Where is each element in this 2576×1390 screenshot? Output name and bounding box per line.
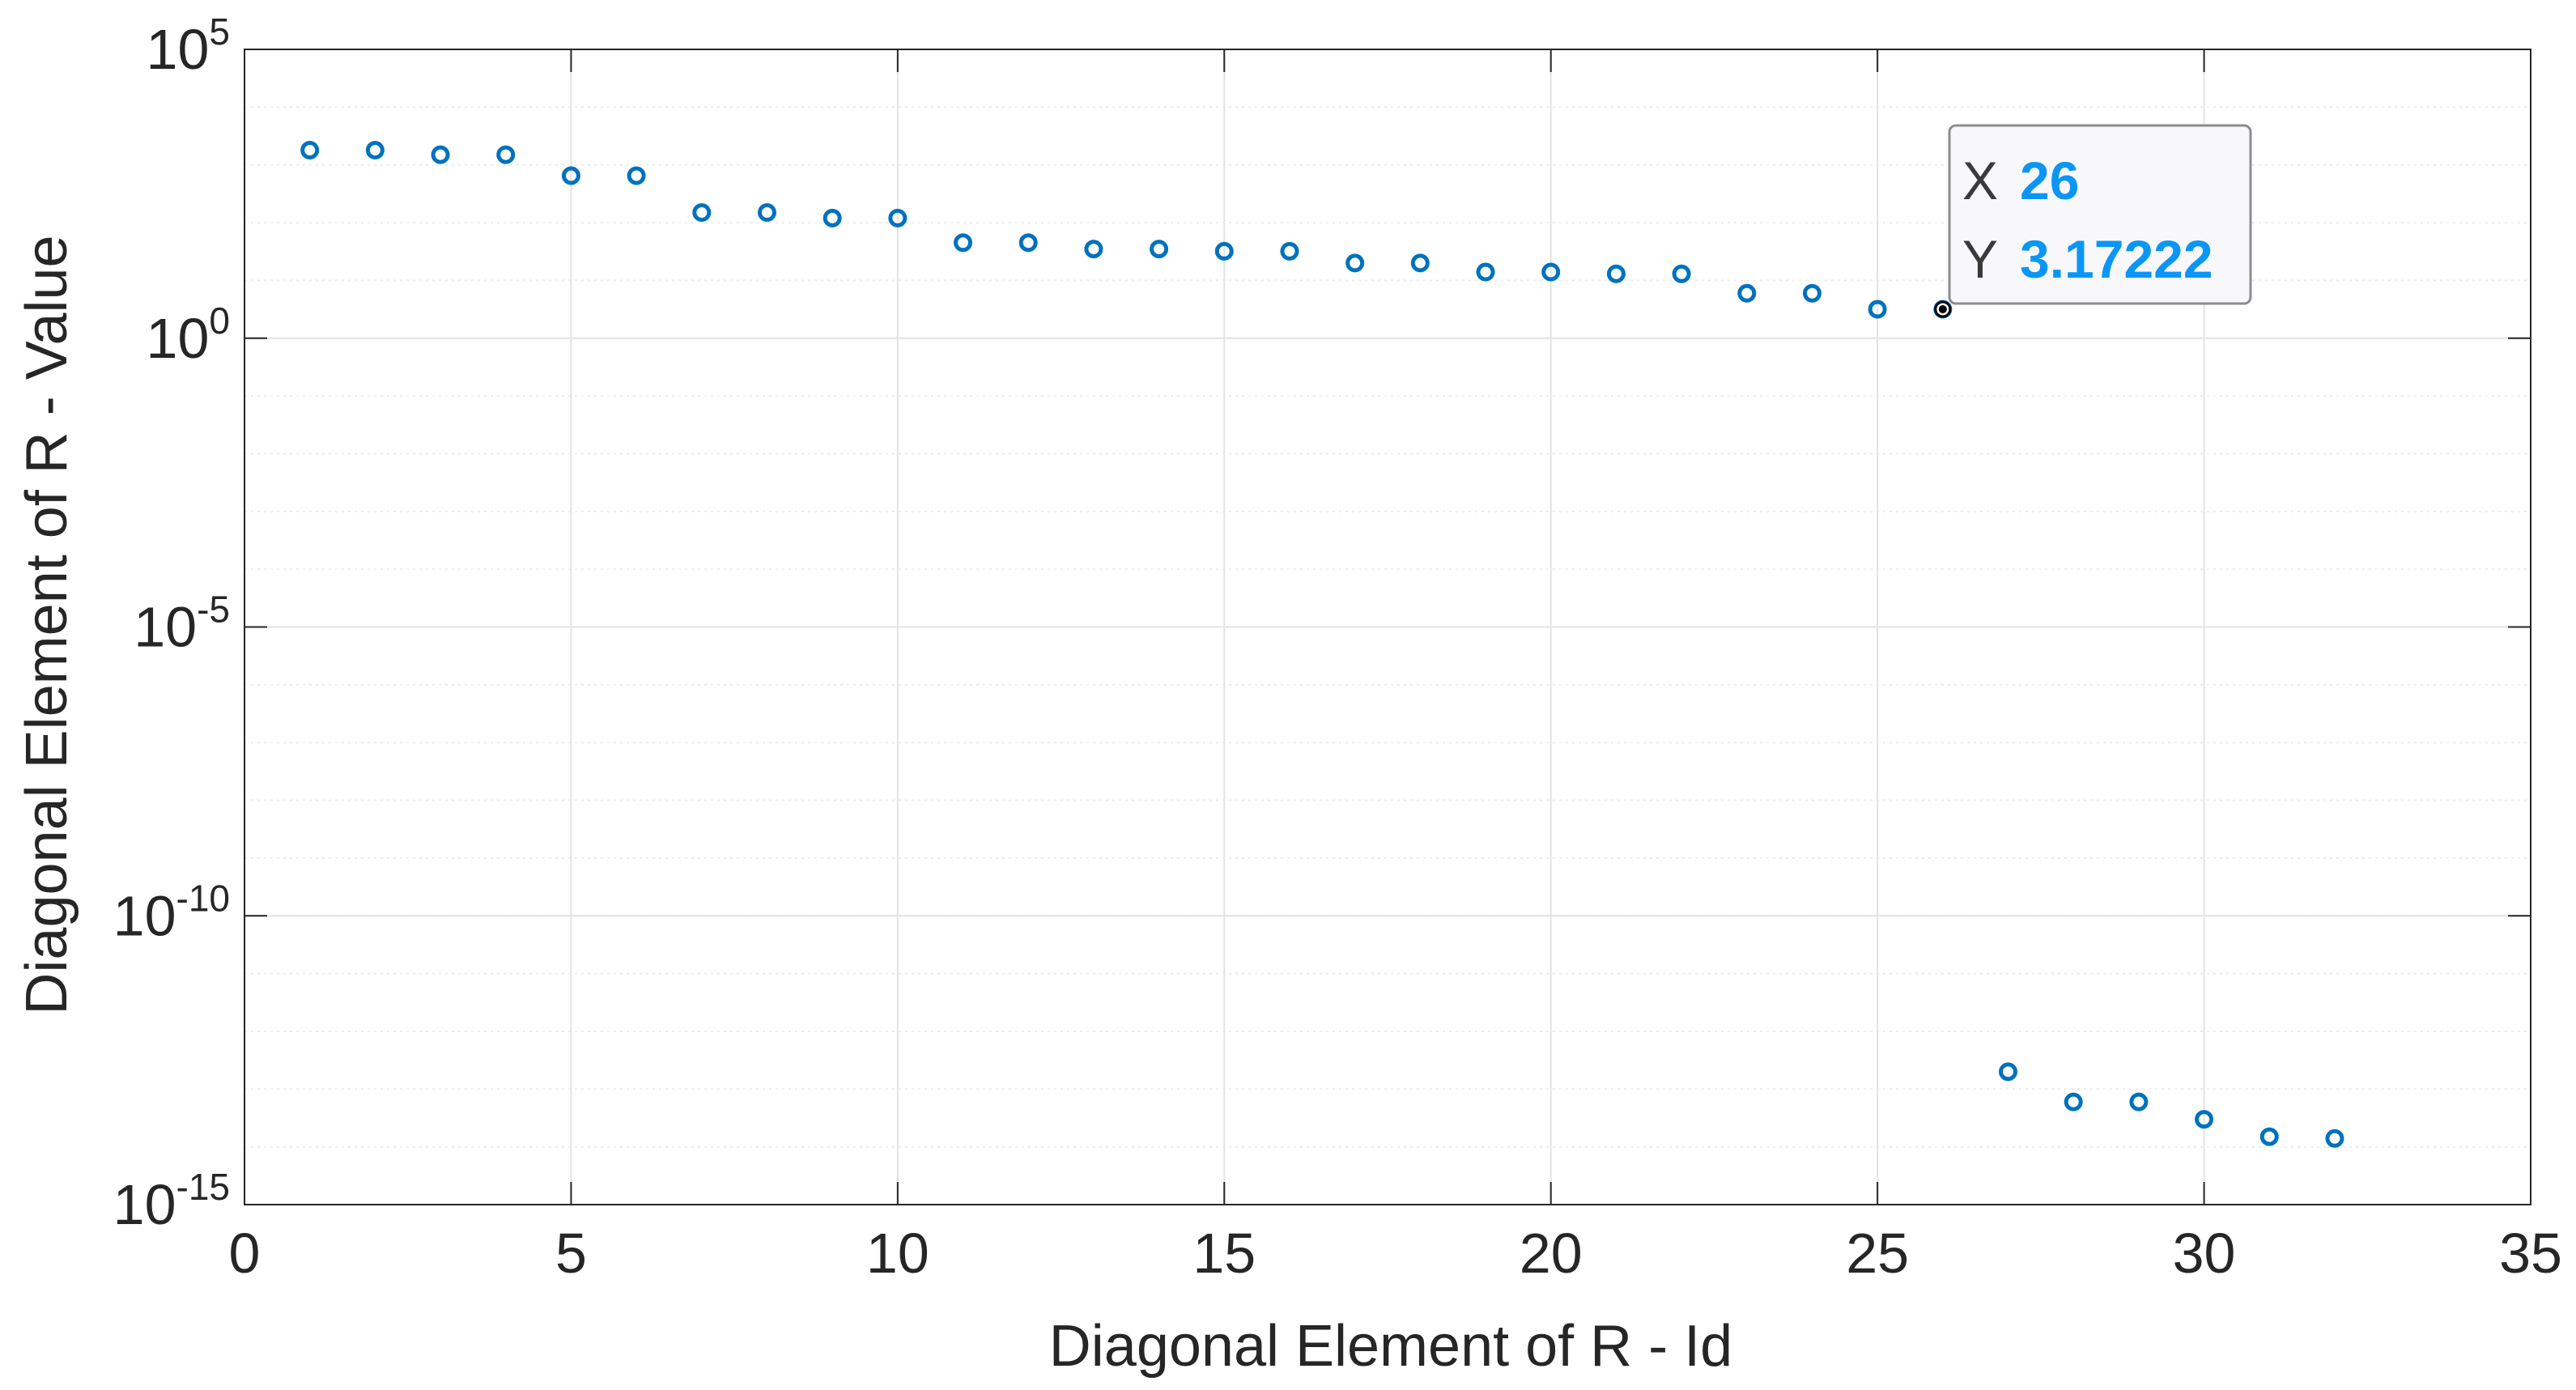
datatip-y-value: 3.17222 bbox=[2020, 229, 2213, 289]
x-tick-label: 30 bbox=[2173, 1222, 2236, 1285]
y-tick-labels: 10-15 10-10 10-5 100 105 bbox=[113, 11, 230, 1236]
data-point bbox=[1802, 283, 1821, 303]
y-axis-label: Diagonal Element of R - Value bbox=[15, 235, 79, 1014]
datatip[interactable]: X 26 Y 3.17222 bbox=[1934, 124, 2252, 318]
data-point bbox=[431, 145, 450, 164]
major-grid bbox=[244, 49, 2531, 1205]
data-point bbox=[954, 233, 973, 253]
datatip-anchor-dot bbox=[1938, 304, 1947, 313]
x-tick-label: 10 bbox=[866, 1222, 929, 1285]
data-point bbox=[2129, 1092, 2149, 1112]
data-point bbox=[2325, 1129, 2344, 1148]
y-tick-label: 100 bbox=[147, 300, 230, 370]
x-tick-label: 15 bbox=[1192, 1222, 1256, 1285]
data-point bbox=[1214, 241, 1234, 261]
data-point bbox=[692, 202, 712, 222]
data-point bbox=[1345, 253, 1365, 273]
data-point bbox=[2195, 1110, 2214, 1129]
data-point bbox=[1410, 253, 1430, 273]
data-point bbox=[300, 140, 320, 159]
datatip-box bbox=[1948, 124, 2252, 305]
data-markers bbox=[300, 140, 2344, 1148]
data-point bbox=[1868, 300, 1887, 319]
x-tick-label: 25 bbox=[1846, 1222, 1909, 1285]
x-tick-label: 0 bbox=[229, 1222, 261, 1285]
y-tick-label: 105 bbox=[147, 11, 230, 81]
data-point bbox=[888, 208, 908, 227]
data-point bbox=[1606, 264, 1626, 283]
datatip-x-value: 26 bbox=[2020, 151, 2079, 210]
data-point bbox=[1018, 233, 1038, 253]
data-point bbox=[2259, 1127, 2279, 1146]
data-point bbox=[1476, 262, 1495, 282]
y-tick-label: 10-5 bbox=[134, 589, 230, 659]
x-tick-label: 20 bbox=[1520, 1222, 1583, 1285]
x-axis-label: Diagonal Element of R - Id bbox=[1049, 1314, 1732, 1379]
data-point bbox=[1280, 241, 1299, 261]
data-point bbox=[365, 140, 385, 159]
x-tick-labels: 0 5 10 15 20 25 30 35 bbox=[229, 1222, 2562, 1285]
data-point bbox=[823, 208, 842, 227]
data-point bbox=[627, 166, 646, 185]
data-point bbox=[561, 166, 580, 185]
data-point bbox=[496, 145, 516, 164]
datatip-x-label: X bbox=[1962, 151, 1998, 210]
x-tick-label: 35 bbox=[2499, 1222, 2562, 1285]
datatip-y-label: Y bbox=[1962, 229, 1998, 289]
data-point bbox=[1672, 264, 1691, 283]
data-point bbox=[1999, 1062, 2018, 1082]
y-tick-label: 10-15 bbox=[113, 1166, 230, 1236]
data-point bbox=[757, 202, 776, 222]
y-tick-label: 10-10 bbox=[113, 877, 230, 947]
data-point bbox=[1150, 240, 1169, 259]
data-point bbox=[1541, 262, 1561, 282]
axis-ticks bbox=[244, 49, 2531, 1205]
x-tick-label: 5 bbox=[555, 1222, 587, 1285]
data-point bbox=[1084, 240, 1103, 259]
data-point bbox=[2064, 1092, 2083, 1112]
data-point bbox=[1737, 283, 1757, 303]
